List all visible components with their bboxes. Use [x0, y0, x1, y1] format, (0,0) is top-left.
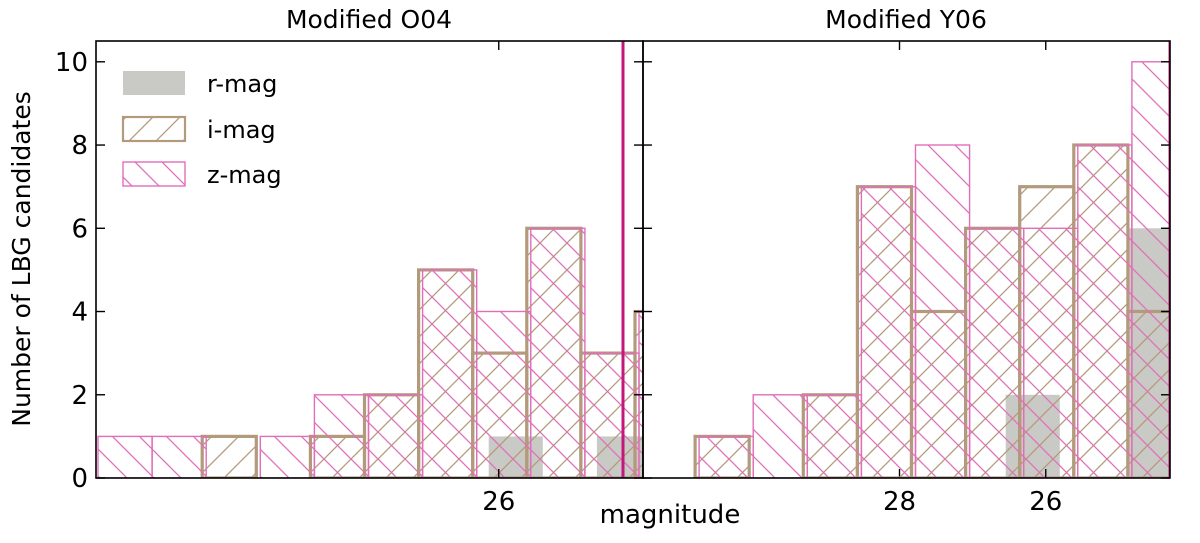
panel-left: Modified O04 0 2 4 6 8 10 26 28	[55, 5, 916, 517]
bar-i-p1-9	[1182, 312, 1200, 479]
legend: r-mag i-mag z-mag	[121, 70, 282, 189]
bar-z-p0-7	[476, 310, 532, 478]
legend-label-z: z-mag	[207, 161, 282, 189]
bar-z-p0-0	[97, 435, 153, 478]
bar-z-p1-1	[698, 435, 754, 478]
bar-z-p1-2	[752, 394, 809, 478]
panel-right-title: Modified Y06	[825, 5, 987, 34]
ytick-label: 0	[71, 464, 88, 494]
legend-label-i: i-mag	[207, 116, 276, 144]
panel-right: Modified Y06 26 28	[642, 5, 1200, 517]
bar-z-p0-8	[530, 227, 586, 478]
y-axis-label: Number of LBG candidates	[7, 91, 36, 427]
x-axis-label: magnitude	[600, 500, 741, 530]
panel-right-marks	[693, 41, 1200, 479]
ytick-label: 8	[71, 131, 88, 161]
bar-z-p0-5	[367, 394, 424, 478]
panel-left-marks	[97, 41, 643, 478]
panel-left-ticks: 0 2 4 6 8 10 26 28	[55, 41, 916, 517]
ytick-label: 6	[71, 214, 88, 244]
bar-z-p1-5	[914, 144, 971, 478]
bar-z-p0-9	[584, 352, 640, 478]
legend-label-r: r-mag	[207, 70, 277, 98]
xtick-label-p0: 28	[883, 487, 916, 517]
bar-z-p1-6	[968, 227, 1025, 478]
ytick-label: 2	[71, 381, 88, 411]
bar-z-p0-3	[259, 435, 316, 478]
bar-z-p1-8	[1077, 144, 1133, 478]
bar-r-p1-2	[1182, 228, 1200, 478]
panel-right-ticks: 26 28	[643, 41, 1170, 517]
legend-swatch-r	[123, 71, 185, 95]
bar-z-p1-9	[1131, 61, 1170, 478]
bar-z-p0-1	[151, 435, 207, 478]
bar-z-p0-4	[313, 394, 370, 478]
xtick-label-p1: 26	[1029, 487, 1062, 517]
bar-i-p0-1	[200, 434, 258, 478]
ytick-label: 4	[71, 298, 88, 328]
xtick-label-p0: 26	[482, 487, 515, 517]
panel-right-frame	[642, 40, 1171, 479]
legend-swatch-z	[122, 161, 186, 187]
bar-z-p1-7	[1023, 227, 1079, 478]
bar-z-p1-3	[806, 394, 863, 478]
ytick-label: 10	[55, 48, 88, 78]
panel-left-title: Modified O04	[286, 5, 452, 34]
bar-z-p0-6	[421, 269, 478, 478]
legend-swatch-i	[121, 115, 187, 143]
bar-z-p1-4	[860, 185, 917, 478]
